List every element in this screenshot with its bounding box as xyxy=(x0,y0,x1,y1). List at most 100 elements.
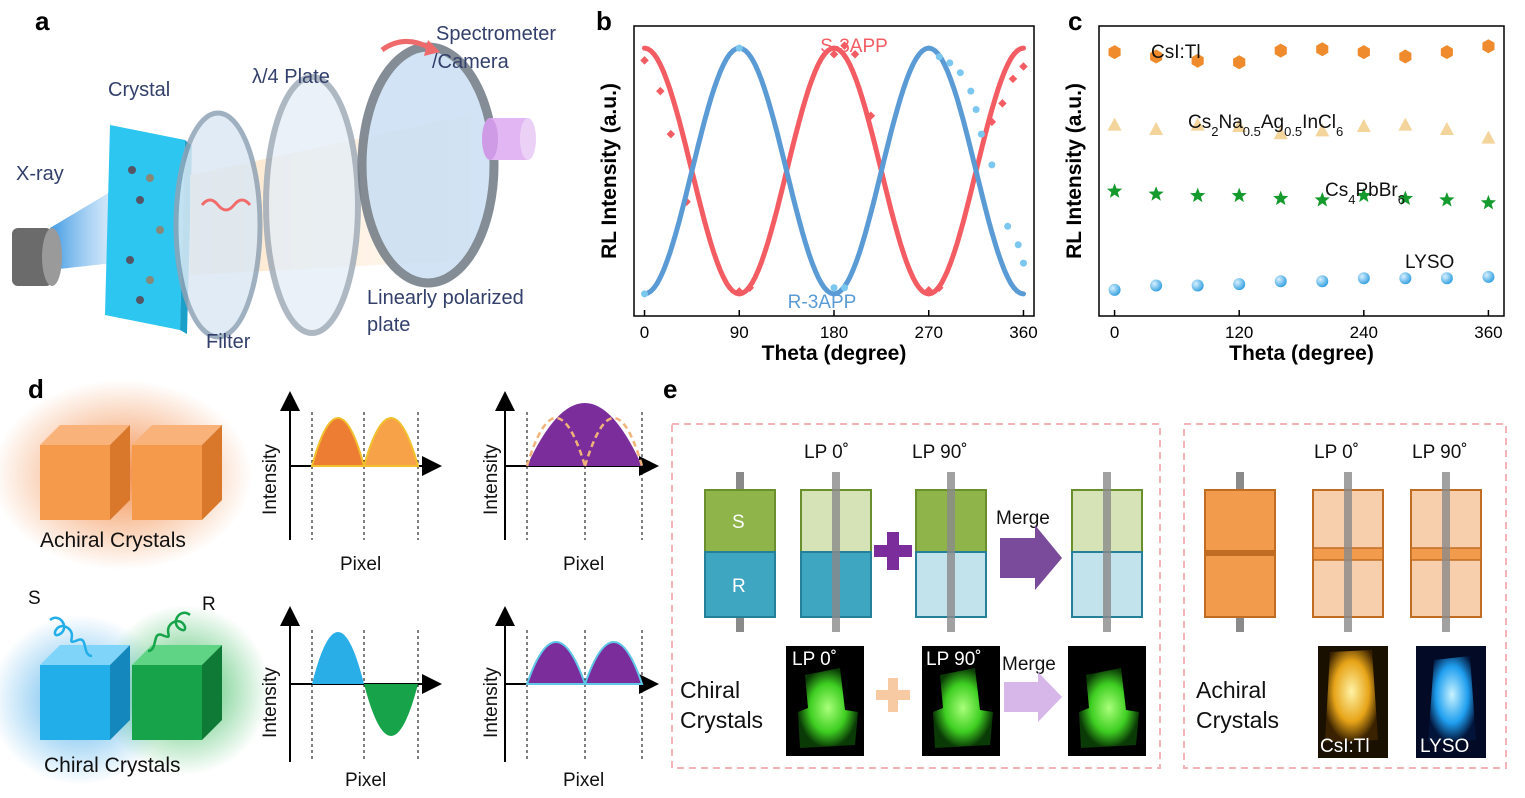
rotation-arrow-icon xyxy=(380,39,432,53)
filter-disc-icon xyxy=(173,110,263,340)
chart-c-point-cs2na0-5ag0-5incl6-7 xyxy=(1398,117,1413,131)
chart-c-point-lyso-3 xyxy=(1233,278,1246,291)
plus-icon xyxy=(874,532,912,570)
chart-b-point-r-3app-11 xyxy=(1004,222,1012,230)
chart-c-point-csi-tl-5 xyxy=(1316,42,1329,57)
photo-merge-label: Merge xyxy=(1002,654,1056,675)
xray-source-icon xyxy=(12,228,62,286)
chart-b-fit-line-s-3app xyxy=(642,45,1026,297)
chart-b-series-label-s: S-3APP xyxy=(820,36,888,57)
chart-b-point-r-3app-3 xyxy=(841,284,849,292)
chiral-merged-peak-left xyxy=(525,641,587,685)
chiral-peak-down xyxy=(364,684,418,736)
chart-c-point-cs2na0-5ag0-5incl6-5 xyxy=(1315,123,1330,137)
chart-c-point-cs4pbbr6-8 xyxy=(1439,192,1455,207)
chart-c-point-cs4pbbr6-7 xyxy=(1397,190,1413,205)
r-tag: R xyxy=(202,594,216,615)
achiral-dashed-frame xyxy=(1183,423,1507,769)
achiral-merged-sub-left xyxy=(525,417,587,467)
chart-c-point-csi-tl-4 xyxy=(1274,43,1287,58)
chart-c-point-lyso-5 xyxy=(1316,275,1329,288)
photo-csi: CsI:Tl xyxy=(1318,646,1388,758)
s-block-label: S xyxy=(732,512,745,533)
merged-block xyxy=(1071,472,1143,632)
photo-chiral-merge xyxy=(1068,646,1146,756)
chart-c-point-cs2na0-5ag0-5incl6-0 xyxy=(1107,117,1122,131)
chart-b-point-s-3app-14 xyxy=(1008,74,1018,84)
panel-d: d Achiral Crystals S R xyxy=(0,374,659,791)
r-helix-icon xyxy=(147,611,191,653)
chart-c-point-cs4pbbr6-2 xyxy=(1190,187,1206,203)
achiral-lp90-block xyxy=(1410,472,1482,632)
quarter-plate-label: λ/4 Plate xyxy=(252,66,330,88)
chart-b-point-r-3app-4 xyxy=(935,53,943,61)
chart-b-point-s-3app-11 xyxy=(935,283,944,292)
chart-c-point-cs4pbbr6-4 xyxy=(1273,190,1289,205)
spectrometer-label-1: Spectrometer xyxy=(436,23,556,45)
polarizer-label-2: plate xyxy=(367,314,410,336)
chart-c-point-lyso-1 xyxy=(1150,279,1163,292)
chart-c-point-csi-tl-1 xyxy=(1150,49,1163,64)
chart-c-point-cs2na0-5ag0-5incl6-6 xyxy=(1356,119,1371,133)
chart-c-xtick-label-360: 360 xyxy=(1474,323,1502,342)
sr-block: S R xyxy=(704,472,776,632)
chart-b-point-r-3app-7 xyxy=(967,87,975,95)
d-plot-achiral-split: Intensity Pixel xyxy=(260,391,442,575)
chart-b-point-r-3app-2 xyxy=(830,284,838,292)
panel-b: b 0 90 180 270 360 Theta (degree) RL Intensity… xyxy=(596,6,1038,365)
d-plot-chiral-split: Intensity Pixel xyxy=(260,606,442,791)
chart-b-xtick-label-180: 180 xyxy=(820,323,848,342)
chiral-caption: Chiral Crystals xyxy=(44,754,181,777)
d-plot4-xlabel: Pixel xyxy=(563,770,604,791)
chart-b-ylabel: RL Intensity (a.u.) xyxy=(598,83,621,259)
crystal-label: Crystal xyxy=(108,79,170,101)
d-plot2-ylabel: Intensity xyxy=(481,444,502,515)
merge-arrow-icon xyxy=(1000,525,1062,590)
chart-b-xlabel: Theta (degree) xyxy=(762,342,907,365)
chart-c-point-cs4pbbr6-9 xyxy=(1480,194,1496,210)
achiral-cube-right-icon xyxy=(132,425,222,520)
chart-c-point-lyso-2 xyxy=(1191,279,1204,292)
chart-c-label-csi: CsI:Tl xyxy=(1151,42,1201,63)
photo-chiral-lp0: LP 0˚ xyxy=(786,646,864,756)
chart-b-point-r-3app-1 xyxy=(735,44,743,52)
photo-lyso-label: LYSO xyxy=(1420,736,1469,757)
panel-e-label: e xyxy=(663,374,677,404)
e-lp90-label: LP 90˚ xyxy=(912,442,968,463)
chart-c-label-cs2naaginc: Cs2Na0.5Ag0.5InCl6 xyxy=(1188,112,1343,139)
chart-c-point-cs2na0-5ag0-5incl6-4 xyxy=(1273,126,1288,140)
panel-c-label: c xyxy=(1068,6,1082,36)
panel-c: c 0 120 240 360 Theta (degree) RL Intensity (… xyxy=(1063,6,1505,365)
chart-b-point-s-3app-4 xyxy=(735,287,744,296)
chiral-dashed-frame xyxy=(671,423,1161,769)
d-plot4-ylabel: Intensity xyxy=(481,667,502,738)
chart-b-point-r-3app-12 xyxy=(1014,241,1022,249)
panel-a: a X-ray Crystal Filter λ/4 Pl xyxy=(12,6,556,353)
chart-b-point-s-3app-13 xyxy=(998,99,1007,108)
chart-c-xtick-label-0: 0 xyxy=(1110,323,1119,342)
achiral-merged-sub-right xyxy=(583,417,644,467)
chart-c-point-cs4pbbr6-6 xyxy=(1356,187,1372,203)
chart-c-point-csi-tl-0 xyxy=(1108,45,1121,60)
quarter-wave-plate-icon xyxy=(263,74,361,336)
chart-b-xtick-label-360: 360 xyxy=(1009,323,1037,342)
chart-b-fit-line-r-3app xyxy=(642,45,1026,297)
e-lp0-label: LP 0˚ xyxy=(804,442,849,463)
achiral-peak-left xyxy=(310,417,366,467)
chart-b-plot: 0 90 180 270 360 Theta (degree) RL Intensity (… xyxy=(598,36,1038,365)
chart-c-label-cs4pbbr6: Cs4PbBr6 xyxy=(1325,180,1405,207)
chart-b-point-s-3app-10 xyxy=(924,285,933,295)
chart-c-point-cs2na0-5ag0-5incl6-8 xyxy=(1439,121,1454,135)
achiral-block xyxy=(1204,472,1276,632)
chart-c-point-cs4pbbr6-1 xyxy=(1148,186,1164,201)
d-plot3-ylabel: Intensity xyxy=(260,667,281,738)
chart-c-point-lyso-9 xyxy=(1482,270,1495,283)
chart-c-point-csi-tl-7 xyxy=(1399,49,1412,64)
panel-d-label: d xyxy=(28,374,44,404)
chart-c-xlabel: Theta (degree) xyxy=(1229,342,1374,365)
merge-arrow-small-icon xyxy=(1004,672,1062,722)
chart-c-point-lyso-7 xyxy=(1399,272,1412,285)
chart-b-point-r-3app-0 xyxy=(641,290,649,298)
plus-small-icon xyxy=(876,678,910,712)
